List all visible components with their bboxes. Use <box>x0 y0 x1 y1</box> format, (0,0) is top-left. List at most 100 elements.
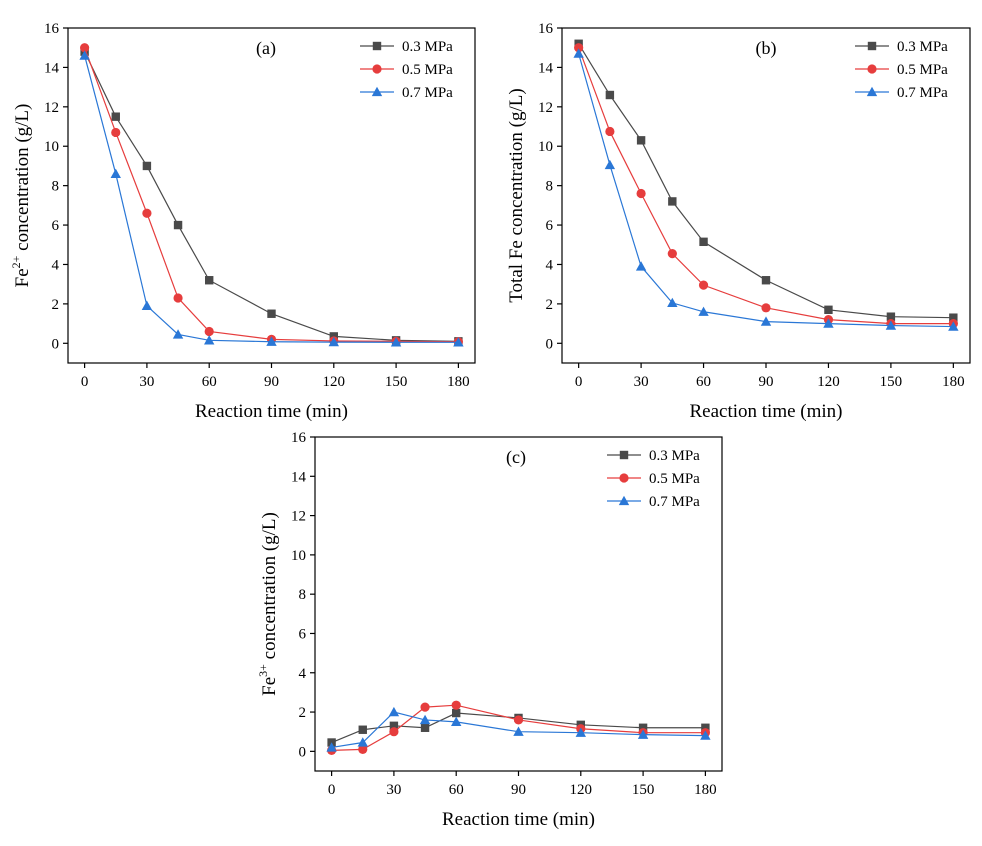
legend-marker <box>867 41 877 51</box>
data-point <box>267 309 276 318</box>
y-tick-label: 16 <box>538 21 554 37</box>
data-point <box>390 337 402 347</box>
data-point <box>358 725 367 734</box>
y-axis-title-base: Fe <box>12 268 33 287</box>
data-point <box>79 50 90 60</box>
data-point <box>266 336 277 346</box>
legend-marker <box>867 64 877 74</box>
data-point <box>420 723 430 732</box>
x-tick-label: 150 <box>632 782 655 798</box>
x-tick-label: 30 <box>386 782 401 798</box>
y-tick-label: 14 <box>44 60 60 76</box>
panel-label: (c) <box>506 447 526 468</box>
data-point <box>701 723 710 732</box>
x-tick-label: 180 <box>447 374 470 390</box>
data-point <box>949 313 958 322</box>
legend-marker <box>618 495 630 506</box>
x-tick-label: 30 <box>139 374 154 390</box>
x-tick-label: 60 <box>696 374 711 390</box>
x-tick-label: 90 <box>511 782 526 798</box>
data-point <box>173 220 183 230</box>
data-point <box>700 730 711 740</box>
data-point <box>513 726 524 736</box>
legend-label: 0.3 MPa <box>402 39 453 55</box>
y-tick-label: 16 <box>44 21 60 37</box>
y-axis-title-rest: concentration (g/L) <box>259 512 280 664</box>
legend-label: 0.5 MPa <box>402 62 453 78</box>
x-tick-label: 120 <box>323 374 346 390</box>
data-point <box>452 708 461 718</box>
y-tick-label: 8 <box>299 587 307 603</box>
y-tick-label: 12 <box>44 100 59 116</box>
x-tick-label: 150 <box>880 374 903 390</box>
data-point <box>605 126 615 137</box>
data-point <box>885 320 897 330</box>
y-tick-label: 2 <box>52 297 60 313</box>
data-point <box>204 326 214 337</box>
data-point <box>886 312 896 321</box>
data-point <box>142 161 152 171</box>
data-point <box>698 280 709 290</box>
y-tick-label: 10 <box>44 139 59 155</box>
panel-label: (a) <box>256 38 276 59</box>
data-point <box>823 318 834 328</box>
series-2 <box>79 50 464 347</box>
data-point <box>388 706 400 717</box>
series-2 <box>573 48 959 331</box>
x-tick-label: 60 <box>202 374 217 390</box>
data-point <box>761 276 771 285</box>
x-axis-title: Reaction time (min) <box>195 401 348 422</box>
y-tick-label: 14 <box>538 60 554 76</box>
data-point <box>204 335 215 345</box>
legend-label: 0.3 MPa <box>649 448 700 464</box>
y-tick-label: 8 <box>546 179 554 195</box>
y-tick-label: 12 <box>538 100 553 116</box>
legend-label: 0.3 MPa <box>897 39 948 55</box>
y-tick-label: 4 <box>52 257 60 273</box>
y-axis-title-rest: concentration (g/L) <box>12 104 33 256</box>
legend-marker <box>372 64 382 74</box>
data-point <box>328 336 339 347</box>
y-tick-label: 10 <box>538 139 553 155</box>
data-point <box>760 316 772 326</box>
data-point <box>699 237 708 247</box>
y-tick-label: 12 <box>291 509 306 525</box>
legend-label: 0.5 MPa <box>649 471 700 487</box>
y-axis-title-superscript: 2+ <box>9 255 23 268</box>
y-tick-label: 2 <box>546 297 554 313</box>
y-tick-label: 16 <box>291 430 307 446</box>
data-point <box>575 727 586 737</box>
chart-panel-0: 0 2 4 6 8 10 12 14 16 0 30 60 90 120 150 180 Reaction ti… <box>9 21 476 422</box>
x-tick-label: 120 <box>570 782 593 798</box>
y-tick-label: 2 <box>299 705 307 721</box>
data-point <box>389 721 399 731</box>
y-tick-label: 8 <box>52 179 60 195</box>
data-point <box>141 300 153 311</box>
data-point <box>573 48 584 58</box>
y-tick-label: 0 <box>546 336 554 352</box>
y-tick-label: 4 <box>299 666 307 682</box>
y-axis-title-base: Fe <box>259 677 280 696</box>
y-axis-title: Total Fe concentration (g/L) <box>506 88 527 302</box>
data-point <box>451 716 462 727</box>
x-axis-title: Reaction time (min) <box>442 809 595 830</box>
y-tick-label: 0 <box>299 744 307 760</box>
legend-label: 0.5 MPa <box>897 62 948 78</box>
x-tick-label: 60 <box>449 782 464 798</box>
data-point <box>637 729 649 739</box>
data-point <box>420 702 430 712</box>
data-point <box>205 276 214 285</box>
legend-marker <box>619 450 629 460</box>
data-point <box>326 742 337 752</box>
data-point <box>638 723 648 732</box>
legend-marker <box>619 473 629 483</box>
data-point <box>173 293 183 303</box>
y-tick-label: 6 <box>546 218 554 234</box>
data-point <box>142 208 152 218</box>
data-point <box>604 159 616 170</box>
data-point <box>667 249 677 259</box>
legend-marker <box>371 86 383 97</box>
data-point <box>389 727 399 737</box>
y-tick-label: 6 <box>299 626 307 642</box>
